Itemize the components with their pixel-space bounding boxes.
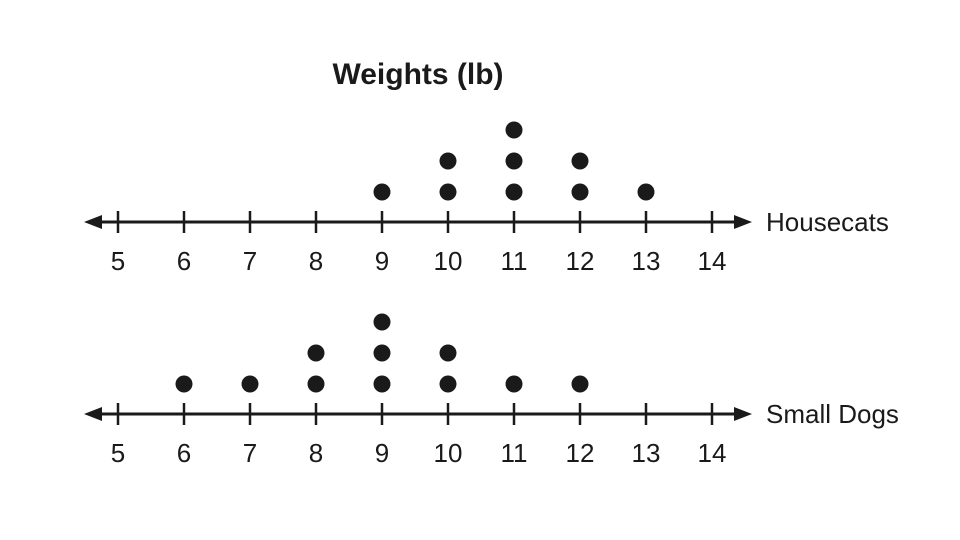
- data-dot: [175, 375, 193, 393]
- data-dot: [373, 183, 391, 201]
- data-dot: [571, 375, 589, 393]
- dot-plot-0: 5 6 7 8 9 10 11 12 13 14 Housecats: [84, 121, 889, 276]
- data-dot: [373, 313, 391, 331]
- data-dot: [241, 375, 259, 393]
- tick-label: 10: [434, 246, 463, 276]
- tick-label: 7: [243, 438, 257, 468]
- arrow-right: [734, 407, 752, 421]
- data-dot: [439, 183, 457, 201]
- tick-label: 6: [177, 246, 191, 276]
- data-dot: [439, 152, 457, 170]
- data-dot: [373, 344, 391, 362]
- tick-label: 12: [566, 246, 595, 276]
- tick-label: 8: [309, 246, 323, 276]
- data-dot: [439, 344, 457, 362]
- arrow-left: [84, 407, 102, 421]
- tick-label: 13: [632, 246, 661, 276]
- data-dot: [505, 375, 523, 393]
- tick-label: 7: [243, 246, 257, 276]
- data-dot: [571, 152, 589, 170]
- data-dot: [307, 344, 325, 362]
- series-label: Housecats: [766, 207, 889, 237]
- tick-label: 11: [501, 438, 528, 468]
- tick-label: 8: [309, 438, 323, 468]
- tick-label: 6: [177, 438, 191, 468]
- tick-label: 14: [698, 438, 727, 468]
- series-label: Small Dogs: [766, 399, 899, 429]
- tick-label: 14: [698, 246, 727, 276]
- data-dot: [637, 183, 655, 201]
- tick-label: 13: [632, 438, 661, 468]
- data-dot: [439, 375, 457, 393]
- data-dot: [373, 375, 391, 393]
- chart-title: Weights (lb): [332, 58, 503, 91]
- tick-label: 9: [375, 438, 389, 468]
- data-dot: [307, 375, 325, 393]
- tick-label: 11: [501, 246, 528, 276]
- arrow-right: [734, 215, 752, 229]
- data-dot: [505, 183, 523, 201]
- data-dot: [505, 152, 523, 170]
- tick-label: 12: [566, 438, 595, 468]
- data-dot: [505, 121, 523, 139]
- arrow-left: [84, 215, 102, 229]
- tick-label: 9: [375, 246, 389, 276]
- tick-label: 5: [111, 438, 125, 468]
- tick-label: 10: [434, 438, 463, 468]
- data-dot: [571, 183, 589, 201]
- dot-plots: 5 6 7 8 9 10 11 12 13 14 Housecats 5 6 7 8 9 10 11 12 13 14 S…: [84, 121, 899, 468]
- dot-plot-1: 5 6 7 8 9 10 11 12 13 14 Small Dogs: [84, 313, 899, 468]
- tick-label: 5: [111, 246, 125, 276]
